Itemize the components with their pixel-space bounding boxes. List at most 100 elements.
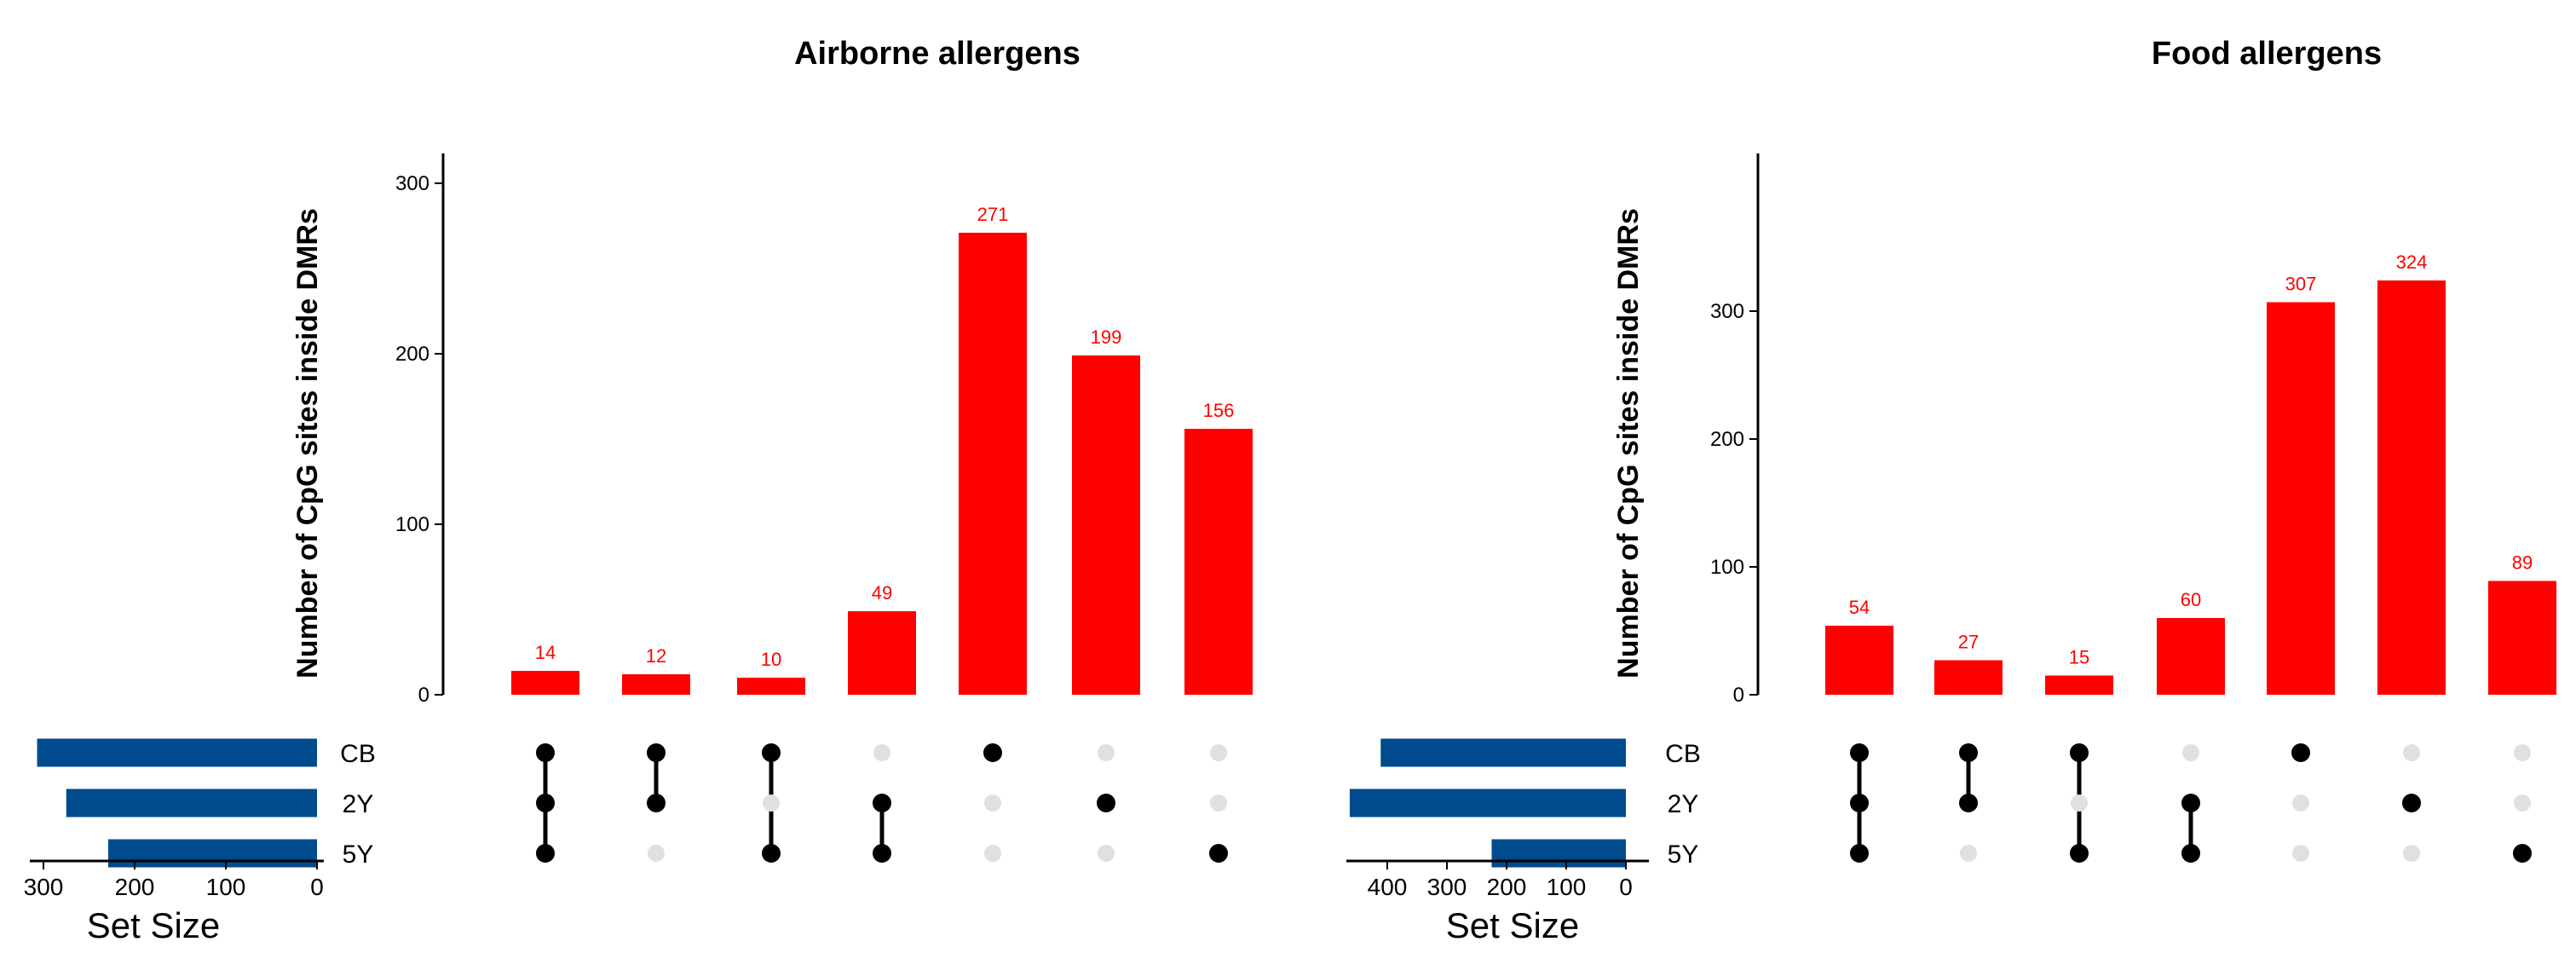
intersection-bar: [1184, 429, 1253, 695]
set-size-tick-label: 300: [24, 874, 64, 900]
y-tick-label: 300: [395, 172, 429, 195]
set-size-bar: [1380, 738, 1626, 767]
set-label: 5Y: [343, 841, 374, 869]
y-axis-label: Number of CpG sites inside DMRs: [1612, 208, 1645, 679]
matrix-dot-empty: [2403, 845, 2420, 862]
matrix-dot-empty: [873, 744, 890, 761]
matrix-dot-filled: [2070, 844, 2089, 863]
intersection-matrix: [1850, 743, 2532, 863]
set-size-tick-label: 200: [1487, 874, 1527, 900]
set-size-title: Set Size: [87, 905, 220, 945]
set-label: CB: [1665, 740, 1701, 768]
intersection-bar: [622, 674, 690, 695]
intersection-bar: [2045, 675, 2113, 695]
bar-value-label: 324: [2396, 251, 2428, 273]
set-size-bars: [1349, 738, 1626, 868]
intersection-bar: [737, 678, 805, 695]
y-tick-label: 0: [1733, 684, 1744, 707]
set-size-tick-label: 0: [1619, 874, 1633, 900]
matrix-dot-empty: [1098, 744, 1115, 761]
matrix-dot-filled: [983, 743, 1002, 762]
matrix-dot-empty: [763, 794, 780, 812]
matrix-dot-filled: [1850, 743, 1869, 762]
matrix-dot-filled: [2181, 794, 2200, 812]
bar-value-label: 54: [1849, 597, 1870, 618]
bar-value-label: 199: [1091, 326, 1122, 348]
bar-value-label: 271: [977, 204, 1009, 225]
upset-panel-food: Food allergens Number of CpG sites insid…: [1346, 36, 2556, 945]
intersection-bar: [848, 611, 916, 695]
bar-value-label: 15: [2069, 647, 2089, 668]
intersection-bar: [2488, 581, 2556, 695]
set-size-ticks: 300 200 100 0: [24, 861, 324, 900]
chart-title: Food allergens: [2152, 36, 2382, 72]
set-size-bar: [66, 789, 317, 817]
matrix-dot-filled: [536, 743, 555, 762]
matrix-dot-filled: [873, 844, 891, 863]
matrix-dot-filled: [1097, 794, 1115, 812]
intersection-bar: [1825, 626, 1893, 695]
matrix-dot-filled: [1850, 844, 1869, 863]
matrix-dot-empty: [1960, 845, 1977, 862]
y-axis-ticks: 0 100 200 300: [395, 172, 443, 707]
bar-value-label: 14: [535, 642, 556, 663]
matrix-dot-empty: [2292, 845, 2309, 862]
matrix-dot-empty: [1098, 845, 1115, 862]
intersection-bar: [959, 233, 1027, 695]
bar-value-label: 60: [2181, 589, 2201, 610]
matrix-dot-filled: [762, 743, 781, 762]
bar-value-label: 27: [1958, 632, 1979, 653]
y-tick-label: 0: [418, 684, 429, 707]
matrix-dot-filled: [2070, 743, 2089, 762]
y-tick-label: 200: [1710, 428, 1744, 451]
bar-value-label: 49: [872, 582, 892, 604]
chart-title: Airborne allergens: [794, 36, 1081, 72]
matrix-dot-empty: [2292, 794, 2309, 812]
set-size-tick-label: 100: [1547, 874, 1587, 900]
set-label: 2Y: [1668, 790, 1699, 818]
matrix-dot-empty: [2403, 744, 2420, 761]
y-tick-label: 200: [395, 343, 429, 366]
intersection-bar: [2267, 302, 2335, 695]
matrix-dot-empty: [2514, 794, 2531, 812]
matrix-dot-empty: [1210, 744, 1227, 761]
set-labels: CB 2Y 5Y: [1665, 740, 1701, 869]
matrix-dot-empty: [2071, 794, 2088, 812]
matrix-dot-empty: [2182, 744, 2199, 761]
bar-value-label: 89: [2512, 552, 2533, 574]
intersection-bar: [2377, 280, 2446, 695]
upset-panel-airborne: Airborne allergens Number of CpG sites i…: [24, 36, 1253, 945]
y-tick-label: 100: [1710, 556, 1744, 579]
set-size-bar: [107, 839, 317, 868]
set-size-tick-label: 300: [1427, 874, 1467, 900]
intersection-matrix: [536, 743, 1228, 863]
set-size-title: Set Size: [1446, 905, 1579, 945]
intersection-bar-labels: 14 12 10 49 271 199 156: [535, 204, 1235, 670]
intersection-bar: [1934, 660, 2003, 695]
bar-value-label: 307: [2285, 274, 2317, 295]
matrix-dot-filled: [873, 794, 891, 812]
matrix-dot-filled: [1959, 743, 1978, 762]
matrix-dot-filled: [2291, 743, 2310, 762]
intersection-bars: [511, 233, 1253, 695]
matrix-dot-filled: [762, 844, 781, 863]
matrix-dot-filled: [536, 794, 555, 812]
set-size-ticks: 400 300 200 100 0: [1368, 861, 1633, 900]
matrix-dot-filled: [2513, 844, 2532, 863]
bar-value-label: 10: [761, 649, 781, 670]
set-size-bars: [37, 738, 317, 868]
y-axis-ticks: 0 100 200 300: [1710, 300, 1758, 707]
matrix-dot-empty: [1210, 794, 1227, 812]
matrix-dot-empty: [648, 845, 665, 862]
y-axis-label: Number of CpG sites inside DMRs: [291, 208, 324, 679]
bar-value-label: 12: [646, 645, 666, 667]
matrix-dot-filled: [647, 794, 666, 812]
matrix-dot-filled: [647, 743, 666, 762]
intersection-bar: [1072, 355, 1140, 695]
intersection-bars: [1825, 280, 2556, 695]
intersection-bar-labels: 54 27 15 60 307 324 89: [1849, 251, 2533, 668]
set-labels: CB 2Y 5Y: [340, 740, 376, 869]
matrix-dot-filled: [2402, 794, 2421, 812]
set-size-bar: [37, 738, 317, 767]
